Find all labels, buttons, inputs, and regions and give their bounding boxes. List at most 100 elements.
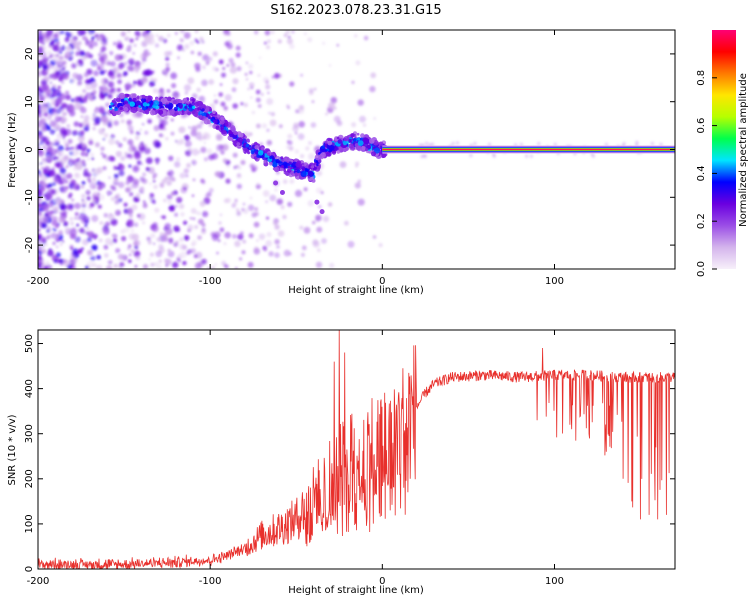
heatmap-cell (230, 126, 236, 133)
heatmap-cell (38, 202, 42, 208)
heatmap-cell (101, 78, 108, 85)
heatmap-cell (307, 37, 313, 43)
heatmap-cell (310, 122, 317, 128)
heatmap-cell (360, 145, 366, 151)
x-tick-label: -100 (199, 576, 222, 587)
heatmap-cell (145, 157, 153, 165)
heatmap-cell (117, 79, 122, 85)
snr-frame (37, 329, 676, 570)
heatmap-cell (49, 210, 54, 215)
heatmap-cell (178, 110, 182, 115)
heatmap-cell (92, 233, 98, 240)
heatmap-cell (48, 169, 56, 177)
heatmap-cell (122, 137, 128, 142)
heatmap-cell (229, 66, 237, 74)
heatmap-cell (184, 91, 188, 95)
heatmap-cell (55, 141, 60, 147)
heatmap-cell (217, 239, 221, 243)
heatmap-cell (98, 194, 105, 201)
heatmap-cell (45, 261, 50, 265)
heatmap-cell (301, 164, 305, 167)
heatmap-cell (120, 119, 125, 124)
heatmap-cell (231, 87, 237, 93)
heatmap-cell (90, 85, 97, 91)
heatmap-cell (350, 133, 355, 138)
heatmap-cell (99, 70, 105, 75)
heatmap-cell (352, 138, 357, 142)
heatmap-cell (240, 102, 244, 106)
heatmap-cell (58, 218, 63, 223)
y-tick-label: -10 (24, 189, 35, 205)
snr-y-ticks: 0 100 200 300 400 500 (24, 334, 675, 572)
heatmap-cell (70, 106, 76, 112)
snr-series-line (38, 330, 675, 569)
heatmap-cell (190, 50, 195, 55)
heatmap-cell (126, 119, 133, 125)
heatmap-cell (192, 105, 196, 109)
heatmap-cell (165, 62, 170, 67)
heatmap-cell (146, 236, 151, 242)
heatmap-cell (241, 250, 246, 255)
heatmap-cell (295, 162, 301, 168)
heatmap-cell (129, 38, 134, 43)
heatmap-cell (237, 233, 244, 241)
heatmap-cell (357, 140, 364, 147)
heatmap-cell (194, 225, 199, 229)
heatmap-cell (353, 34, 358, 38)
heatmap-cell (49, 81, 53, 85)
heatmap-cell (220, 116, 225, 121)
heatmap-cell (274, 224, 280, 230)
heatmap-cell (310, 165, 314, 169)
colorbar-label: Normalized spectral amplitude (738, 73, 749, 227)
heatmap-cell (90, 152, 94, 157)
heatmap-cell (279, 190, 285, 196)
heatmap-cell (134, 111, 141, 118)
heatmap-cell (197, 106, 201, 111)
heatmap-cell (307, 200, 314, 207)
heatmap-cell (82, 89, 87, 93)
heatmap-cell (154, 157, 160, 163)
heatmap-cell (113, 120, 119, 126)
heatmap-cell (65, 210, 69, 214)
heatmap-cell (175, 204, 178, 208)
heatmap-cell (191, 102, 196, 106)
heatmap-cell (62, 210, 67, 216)
heatmap-cell (139, 128, 142, 131)
heatmap-cell (224, 264, 229, 269)
heatmap-cell (152, 88, 158, 94)
heatmap-cell (189, 40, 195, 46)
x-tick-label: 0 (379, 576, 385, 587)
heatmap-cell (206, 148, 213, 154)
heatmap-cell (170, 118, 174, 122)
heatmap-cell (362, 137, 369, 144)
heatmap-cell (38, 208, 41, 212)
heatmap-cell (227, 32, 231, 36)
heatmap-cell (38, 35, 44, 41)
heatmap-cell (356, 132, 360, 136)
heatmap-cell (74, 103, 81, 110)
heatmap-cell (253, 30, 259, 35)
heatmap-cell (65, 165, 69, 169)
heatmap-cell (165, 66, 171, 72)
heatmap-cell (142, 172, 147, 177)
heatmap-cell (100, 146, 105, 152)
heatmap-cell (64, 142, 70, 148)
heatmap-cell (134, 63, 141, 71)
heatmap-cell (373, 117, 377, 120)
heatmap-cell (110, 196, 116, 202)
heatmap-cell (165, 258, 172, 266)
heatmap-cell (81, 207, 86, 212)
heatmap-cell (58, 46, 61, 50)
heatmap-cell (166, 194, 173, 200)
heatmap-cell (167, 96, 172, 102)
heatmap-cell (56, 233, 60, 237)
heatmap-cell (126, 153, 131, 157)
heatmap-cell (164, 223, 171, 230)
heatmap-cell (197, 131, 202, 136)
y-tick-label: 200 (24, 469, 35, 488)
heatmap-cell (55, 53, 59, 57)
heatmap-cell (81, 181, 86, 185)
heatmap-cell (273, 220, 278, 226)
heatmap-cell (469, 154, 473, 158)
heatmap-cell (65, 147, 69, 151)
